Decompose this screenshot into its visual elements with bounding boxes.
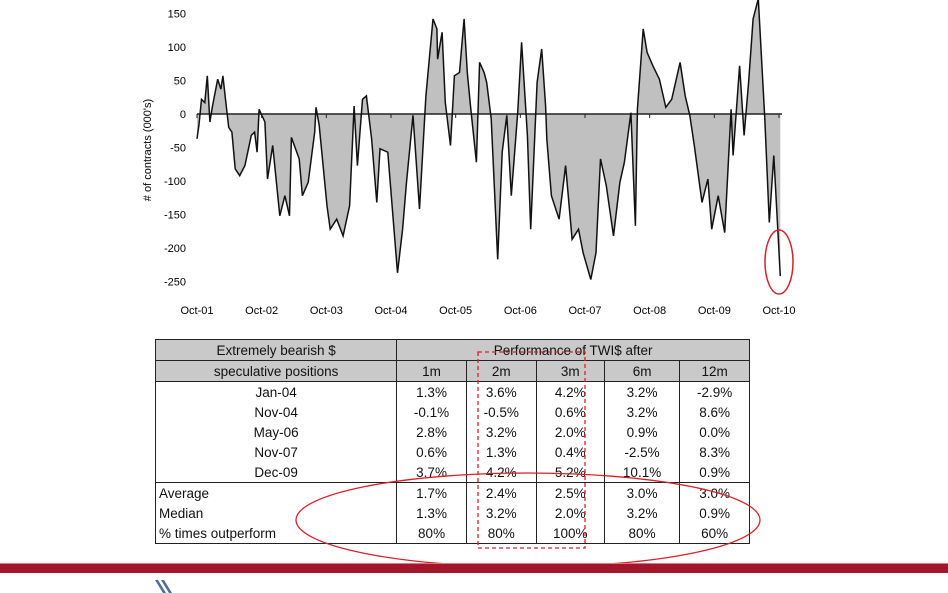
table-cell: 60% (679, 523, 750, 544)
table-cell: 10.1% (604, 462, 681, 483)
table-cell: 5.2% (536, 462, 605, 483)
column-header-1m: 1m (396, 360, 467, 382)
corner-header-1: Extremely bearish $ (154, 339, 398, 361)
table-cell: 2.0% (536, 422, 605, 442)
table-cell: -2.5% (604, 442, 681, 462)
y-tick-label: 0 (180, 109, 186, 121)
corner-header-2: speculative positions (154, 360, 398, 382)
performance-table: Extremely bearish $ Performance of TWI$ … (154, 339, 750, 544)
table-cell: 1.3% (466, 442, 537, 462)
table-cell: 80% (604, 523, 681, 544)
row-label: Median (154, 503, 398, 523)
y-tick-label: -100 (164, 176, 186, 188)
x-tick-label: Oct-06 (504, 305, 537, 317)
table-cell: 3.2% (604, 402, 681, 422)
table-cell: 1.3% (396, 503, 467, 523)
logo-chevron-icon (155, 580, 172, 593)
x-tick-label: Oct-01 (180, 305, 213, 317)
column-header-12m: 12m (679, 360, 750, 382)
table-cell: 3.6% (466, 381, 537, 402)
table-row: Nov-04 -0.1% -0.5% 0.6% 3.2% 8.6% (154, 402, 750, 422)
series-line (196, 0, 782, 280)
table-cell: 0.9% (604, 422, 681, 442)
table-row: Jan-04 1.3% 3.6% 4.2% 3.2% -2.9% (154, 381, 750, 402)
table-cell: 80% (396, 523, 467, 544)
series-area (197, 0, 781, 280)
y-axis-label: # of contracts (000's) (142, 99, 154, 201)
table-cell: 2.5% (536, 482, 605, 503)
positions-chart: 150 100 50 0 -50 -100 -150 -200 -250 # of contra… (142, 0, 796, 317)
table-row: % times outperform 80% 80% 100% 80% 60% (154, 523, 750, 544)
row-label: Dec-09 (154, 462, 398, 483)
table-row: Nov-07 0.6% 1.3% 0.4% -2.5% 8.3% (154, 442, 750, 462)
table-row: May-06 2.8% 3.2% 2.0% 0.9% 0.0% (154, 422, 750, 442)
table-cell: 0.9% (679, 462, 750, 483)
table-cell: 0.6% (396, 442, 467, 462)
x-tick-label: Oct-07 (568, 305, 601, 317)
row-label: Jan-04 (154, 381, 398, 402)
table-cell: -0.1% (396, 402, 467, 422)
table-cell: 3.2% (466, 503, 537, 523)
group-header: Performance of TWI$ after (396, 339, 750, 361)
table-cell: 1.3% (396, 381, 467, 402)
y-tick-label: -50 (170, 143, 186, 155)
x-tick-label: Oct-10 (762, 305, 795, 317)
column-header-3m: 3m (535, 360, 605, 382)
table-cell: 3.2% (466, 422, 537, 442)
table-cell: 0.0% (679, 422, 750, 442)
y-tick-label: -200 (164, 243, 186, 255)
table-cell: 2.4% (466, 482, 537, 503)
row-label: Nov-07 (154, 442, 398, 462)
row-label: Average (154, 482, 398, 503)
table-cell: 0.9% (679, 503, 750, 523)
column-header-2m: 2m (465, 360, 537, 382)
table-cell: 3.2% (604, 503, 681, 523)
table-cell: 8.3% (679, 442, 750, 462)
x-tick-label: Oct-03 (310, 305, 343, 317)
x-tick-label: Oct-04 (374, 305, 407, 317)
x-tick-label: Oct-02 (245, 305, 278, 317)
table-cell: 4.2% (536, 381, 605, 402)
table-cell: 3.0% (679, 482, 750, 503)
row-label: May-06 (154, 422, 398, 442)
x-tick-label: Oct-08 (633, 305, 666, 317)
row-label: Nov-04 (154, 402, 398, 422)
table-cell: 0.4% (536, 442, 605, 462)
y-tick-label: 150 (168, 9, 186, 21)
x-tick-label: Oct-09 (698, 305, 731, 317)
table-row: Dec-09 3.7% 4.2% 5.2% 10.1% 0.9% (154, 462, 750, 483)
table-cell: 100% (536, 523, 605, 544)
footer-band (0, 563, 948, 573)
table-cell: 3.7% (396, 462, 467, 483)
table-cell: -0.5% (466, 402, 537, 422)
x-tick-label: Oct-05 (439, 305, 472, 317)
table-cell: 3.0% (604, 482, 681, 503)
table-cell: 1.7% (396, 482, 467, 503)
table-cell: 0.6% (536, 402, 605, 422)
x-axis-ticks: Oct-01 Oct-02 Oct-03 Oct-04 Oct-05 Oct-06 Oct-… (180, 114, 796, 317)
table-row: Median 1.3% 3.2% 2.0% 3.2% 0.9% (154, 503, 750, 523)
table-cell: 4.2% (466, 462, 537, 483)
y-tick-label: -150 (164, 210, 186, 222)
table-cell: 8.6% (679, 402, 750, 422)
table-cell: 2.0% (536, 503, 605, 523)
y-tick-label: 50 (174, 76, 186, 88)
table-cell: -2.9% (679, 381, 750, 402)
y-tick-label: -250 (164, 277, 186, 289)
table-row: Average 1.7% 2.4% 2.5% 3.0% 3.0% (154, 482, 750, 503)
table-cell: 2.8% (396, 422, 467, 442)
y-tick-label: 100 (168, 42, 186, 54)
y-axis-ticks: 150 100 50 0 -50 -100 -150 -200 -250 (164, 9, 186, 289)
row-label: % times outperform (154, 523, 398, 544)
table-cell: 3.2% (604, 381, 681, 402)
column-header-6m: 6m (603, 360, 681, 382)
table-cell: 80% (466, 523, 537, 544)
